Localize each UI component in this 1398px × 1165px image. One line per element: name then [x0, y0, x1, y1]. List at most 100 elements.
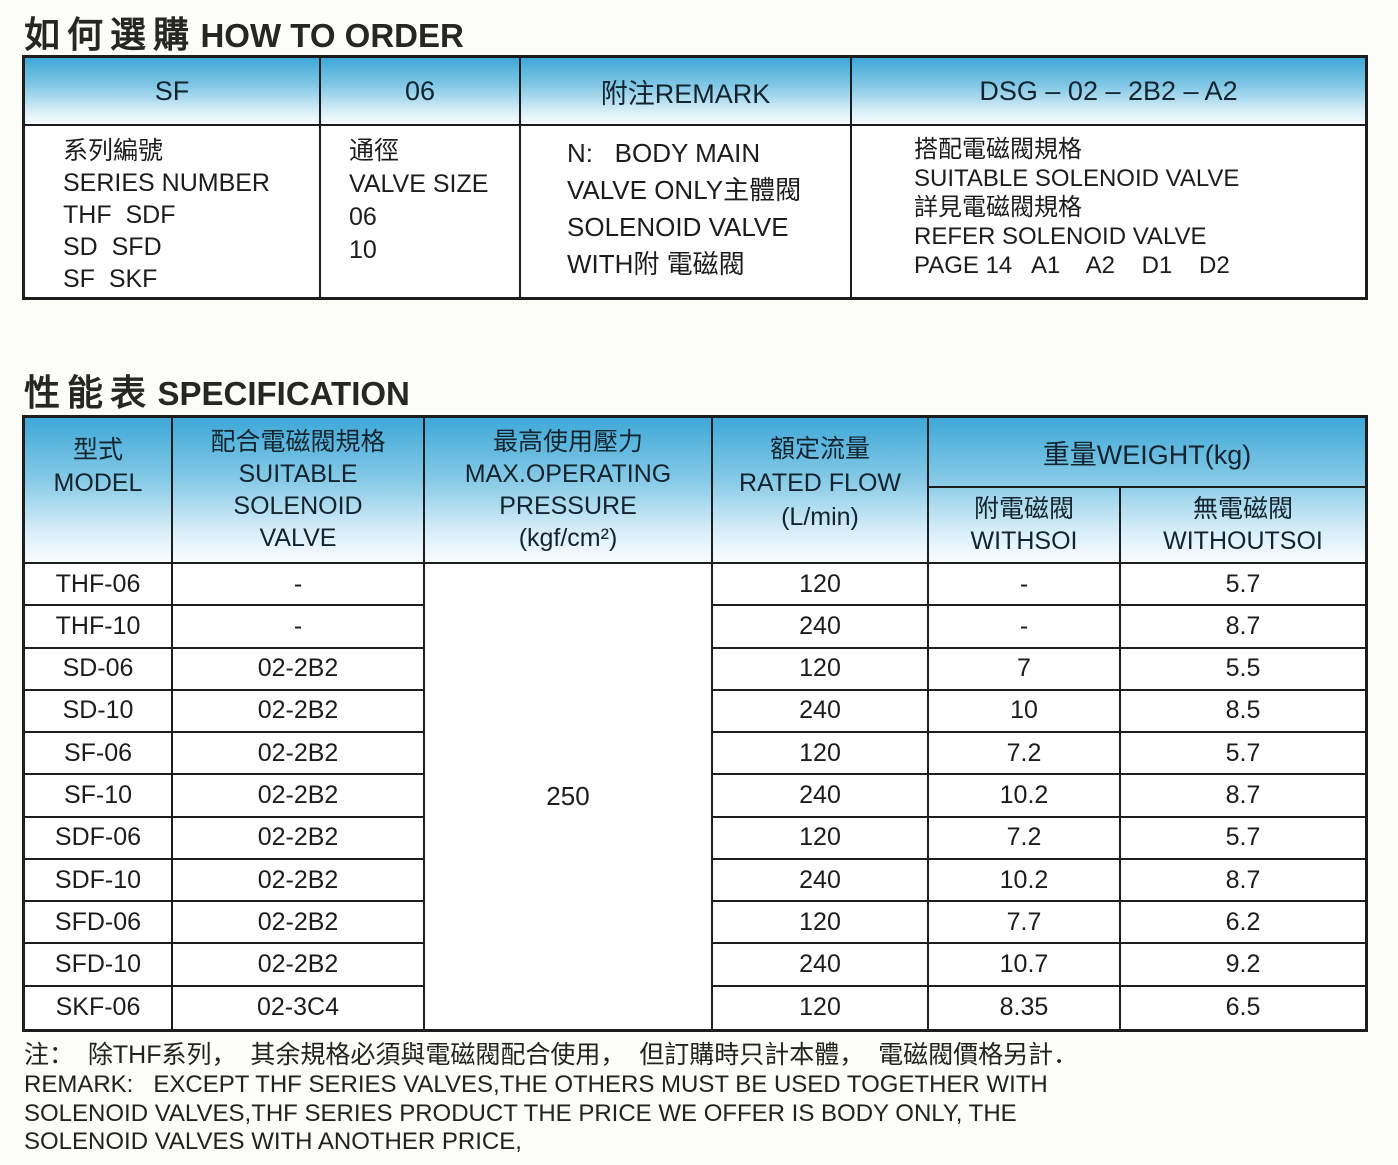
text-line: 系列編號 [63, 137, 164, 165]
spec-cell-flow: 240 [713, 606, 929, 649]
order-header-solenoid-code: DSG – 02 – 2B2 – A2 [852, 58, 1365, 126]
text-line: VALVE SIZE [349, 170, 489, 198]
spec-cell-flow: 120 [713, 733, 929, 776]
text-line: 配合電磁閥規格 [210, 428, 386, 456]
spec-cell-with_soi: 7 [929, 648, 1121, 691]
text-line: PRESSURE [499, 492, 637, 520]
text-line: (L/min) [781, 503, 859, 531]
text-line: 詳見電磁閥規格 [914, 194, 1082, 221]
spec-cell-suitable: 02-2B2 [173, 733, 425, 776]
text-line: SUITABLE SOLENOID VALVE [914, 165, 1240, 192]
spec-cell-model: SD-10 [25, 690, 173, 734]
spec-cell-with_soi: 10.2 [929, 775, 1121, 818]
how-to-order-table: SF 06 附注REMARK DSG – 02 – 2B2 – A2 系列編號 S… [22, 55, 1368, 300]
spec-cell-with_soi: 7.2 [929, 733, 1121, 776]
order-cell-suitable-solenoid: 搭配電磁閥規格 SUITABLE SOLENOID VALVE 詳見電磁閥規格 REF… [852, 126, 1365, 297]
spec-cell-with_soi: 10 [929, 690, 1121, 734]
spec-cell-flow: 120 [713, 817, 929, 860]
order-cell-remark: N: BODY MAIN VALVE ONLY主體閥 SOLENOID VALVE W… [521, 126, 852, 297]
page-title-how-to-order: 如何選購 HOW TO ORDER [24, 6, 464, 58]
text-line: 無電磁閥 [1192, 495, 1293, 523]
spec-cell-flow: 240 [713, 775, 929, 818]
text-line: 型式 [72, 436, 123, 464]
remark-section: 注： 除THF系列， 其余規格必須與電磁閥配合使用， 但訂購時只計本體， 電磁閥… [24, 1040, 1224, 1157]
text-line: 附電磁閥 [973, 495, 1074, 523]
text-line: 額定流量 [769, 435, 870, 463]
spec-cell-with_soi: - [929, 606, 1121, 649]
spec-header-without-soi: 無電磁閥 WITHOUTSOI [1121, 488, 1365, 564]
spec-cell-without_soi: 5.5 [1121, 649, 1365, 691]
remark-line-en3: SOLENOID VALVES WITH ANOTHER PRICE, [24, 1128, 522, 1155]
spec-cell-flow: 120 [713, 648, 929, 691]
text-line: VALVE ONLY主體閥 [567, 175, 802, 205]
text-line: 06 [349, 203, 377, 231]
spec-cell-pressure-merged: 250 [425, 564, 713, 1029]
order-cell-series-number: 系列編號 SERIES NUMBER THF SDF SD SFD SF SKF [25, 126, 321, 297]
spec-header-rated-flow: 額定流量 RATED FLOW (L/min) [713, 418, 929, 564]
order-cell-valve-size: 通徑 VALVE SIZE 06 10 [321, 126, 521, 297]
remark-line-zh: 注： 除THF系列， 其余規格必須與電磁閥配合使用， 但訂購時只計本體， 電磁閥… [24, 1041, 1079, 1069]
spec-cell-without_soi: 5.7 [1121, 564, 1365, 607]
spec-cell-with_soi: 8.35 [929, 986, 1121, 1029]
spec-cell-with_soi: 7.7 [929, 902, 1121, 945]
spec-table: 型式 MODEL 配合電磁閥規格 SUITABLE SOLENOID VALVE 最高使… [22, 415, 1368, 1032]
remark-line-en2: SOLENOID VALVES,THF SERIES PRODUCT THE P… [24, 1099, 1017, 1127]
spec-cell-flow: 120 [713, 902, 929, 945]
spec-cell-without_soi: 8.5 [1121, 691, 1365, 734]
spec-cell-model: SFD-06 [25, 902, 173, 945]
text-line: WITHSOI [970, 527, 1078, 555]
spec-cell-with_soi: - [929, 564, 1121, 607]
text-line: RATED FLOW [738, 469, 902, 497]
spec-cell-without_soi: 5.7 [1121, 818, 1365, 860]
text-line: (kgf/cm²) [518, 524, 618, 552]
title-how-to-order-en: HOW TO ORDER [200, 17, 464, 54]
spec-cell-with_soi: 7.2 [929, 817, 1121, 860]
spec-header-suitable-solenoid: 配合電磁閥規格 SUITABLE SOLENOID VALVE [173, 418, 425, 564]
spec-cell-model: SDF-10 [25, 859, 173, 903]
spec-cell-model: SF-10 [25, 775, 173, 818]
spec-cell-suitable: - [173, 564, 425, 607]
title-specification-zh: 性能表 [24, 372, 154, 413]
spec-cell-without_soi: 5.7 [1121, 733, 1365, 776]
order-header-remark: 附注REMARK [521, 58, 852, 126]
spec-cell-model: SFD-10 [25, 944, 173, 987]
spec-header-with-soi: 附電磁閥 WITHSOI [929, 488, 1121, 564]
spec-cell-flow: 240 [713, 944, 929, 987]
text-line: 搭配電磁閥規格 [914, 136, 1082, 163]
text-line: SF SKF [63, 265, 158, 293]
text-line: 通徑 [349, 137, 400, 165]
spec-cell-model: SDF-06 [25, 817, 173, 860]
order-header-series: SF [25, 58, 321, 126]
spec-cell-suitable: 02-2B2 [173, 859, 425, 903]
spec-cell-suitable: 02-2B2 [173, 775, 425, 818]
text-line: SUITABLE [238, 460, 358, 488]
spec-cell-suitable: 02-3C4 [173, 986, 425, 1029]
page-title-specification: 性能表 SPECIFICATION [24, 364, 410, 416]
spec-cell-model: THF-06 [25, 564, 173, 607]
spec-cell-flow: 240 [713, 690, 929, 734]
spec-cell-suitable: 02-2B2 [173, 648, 425, 691]
spec-header-model: 型式 MODEL [25, 418, 173, 564]
title-how-to-order-zh: 如何選購 [24, 14, 197, 55]
text-line: PAGE 14 A1 A2 D1 D2 [914, 252, 1230, 279]
text-line: WITH附 電磁閥 [567, 249, 745, 279]
spec-cell-without_soi: 8.7 [1121, 860, 1365, 903]
spec-cell-model: SKF-06 [25, 986, 173, 1029]
title-specification-en: SPECIFICATION [157, 375, 410, 412]
text-line: THF SDF [63, 201, 176, 229]
spec-cell-flow: 120 [713, 986, 929, 1029]
text-line: REFER SOLENOID VALVE [914, 223, 1207, 250]
text-line: SD SFD [63, 233, 162, 261]
spec-cell-without_soi: 6.2 [1121, 902, 1365, 945]
spec-cell-suitable: 02-2B2 [173, 902, 425, 945]
spec-cell-with_soi: 10.2 [929, 859, 1121, 903]
text-line: SOLENOID [233, 492, 363, 520]
spec-cell-model: SF-06 [25, 733, 173, 776]
text-line: SOLENOID VALVE [567, 212, 789, 242]
spec-cell-model: THF-10 [25, 606, 173, 649]
spec-cell-without_soi: 8.7 [1121, 775, 1365, 818]
text-line: MODEL [53, 469, 143, 497]
spec-header-max-pressure: 最高使用壓力 MAX.OPERATING PRESSURE (kgf/cm²) [425, 418, 713, 564]
spec-cell-suitable: 02-2B2 [173, 817, 425, 860]
text-line: MAX.OPERATING [464, 460, 672, 488]
